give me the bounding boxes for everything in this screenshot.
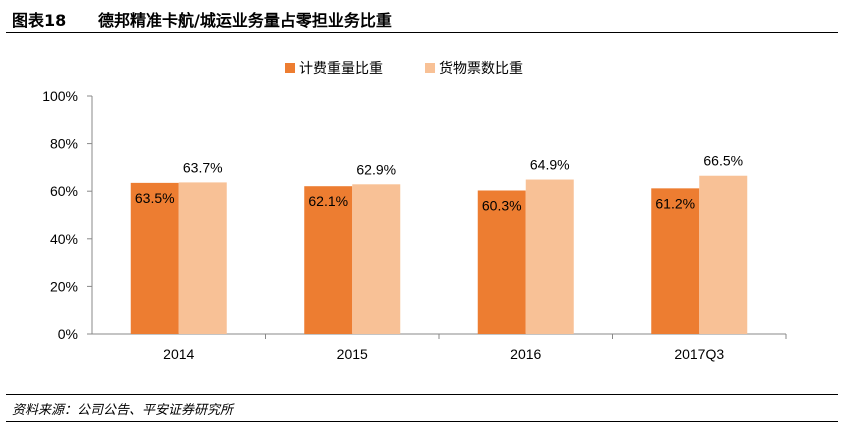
bar-2 [178,182,227,334]
y-tick-label: 60% [50,183,78,199]
figure-title: 德邦精准卡航/城运业务量占零担业务比重 [98,11,392,30]
source-note: 资料来源：公司公告、平安证券研究所 [12,403,234,418]
bar-1 [651,188,700,334]
figure-number: 图表18 [12,11,67,30]
y-tick-label: 20% [50,278,78,294]
legend-label: 货物票数比重 [439,60,523,76]
data-label: 62.1% [308,193,348,209]
bar-1 [130,182,179,334]
bar-chart: 0% 20% 40% 60% 80% 100% 63.5% 63.7% 2014 62.1% 62.… [42,60,787,362]
legend-swatch [425,63,435,73]
y-tick-label: 40% [50,231,78,247]
bar-2 [352,184,401,334]
bar-1 [304,186,353,334]
bar-2 [525,179,574,334]
legend-swatch [285,63,295,73]
bar-1 [477,190,526,334]
source-footer: 资料来源：公司公告、平安证券研究所 [6,394,838,422]
x-tick-label: 2015 [337,346,368,362]
data-label: 64.9% [530,157,570,173]
data-label: 63.5% [135,190,175,206]
data-label: 63.7% [183,159,223,175]
legend-label: 计费重量比重 [299,60,383,76]
data-label: 61.2% [655,195,695,211]
x-tick-label: 2017Q3 [674,346,724,362]
data-label: 60.3% [482,197,522,213]
x-tick-label: 2016 [510,346,541,362]
data-label: 62.9% [356,161,396,177]
bar-2 [699,175,748,334]
y-tick-label: 100% [42,88,78,104]
y-tick-label: 80% [50,136,78,152]
y-tick-label: 0% [58,326,78,342]
data-label: 66.5% [703,153,743,169]
x-tick-label: 2014 [163,346,194,362]
figure-header: 图表18 德邦精准卡航/城运业务量占零担业务比重 [6,0,838,33]
